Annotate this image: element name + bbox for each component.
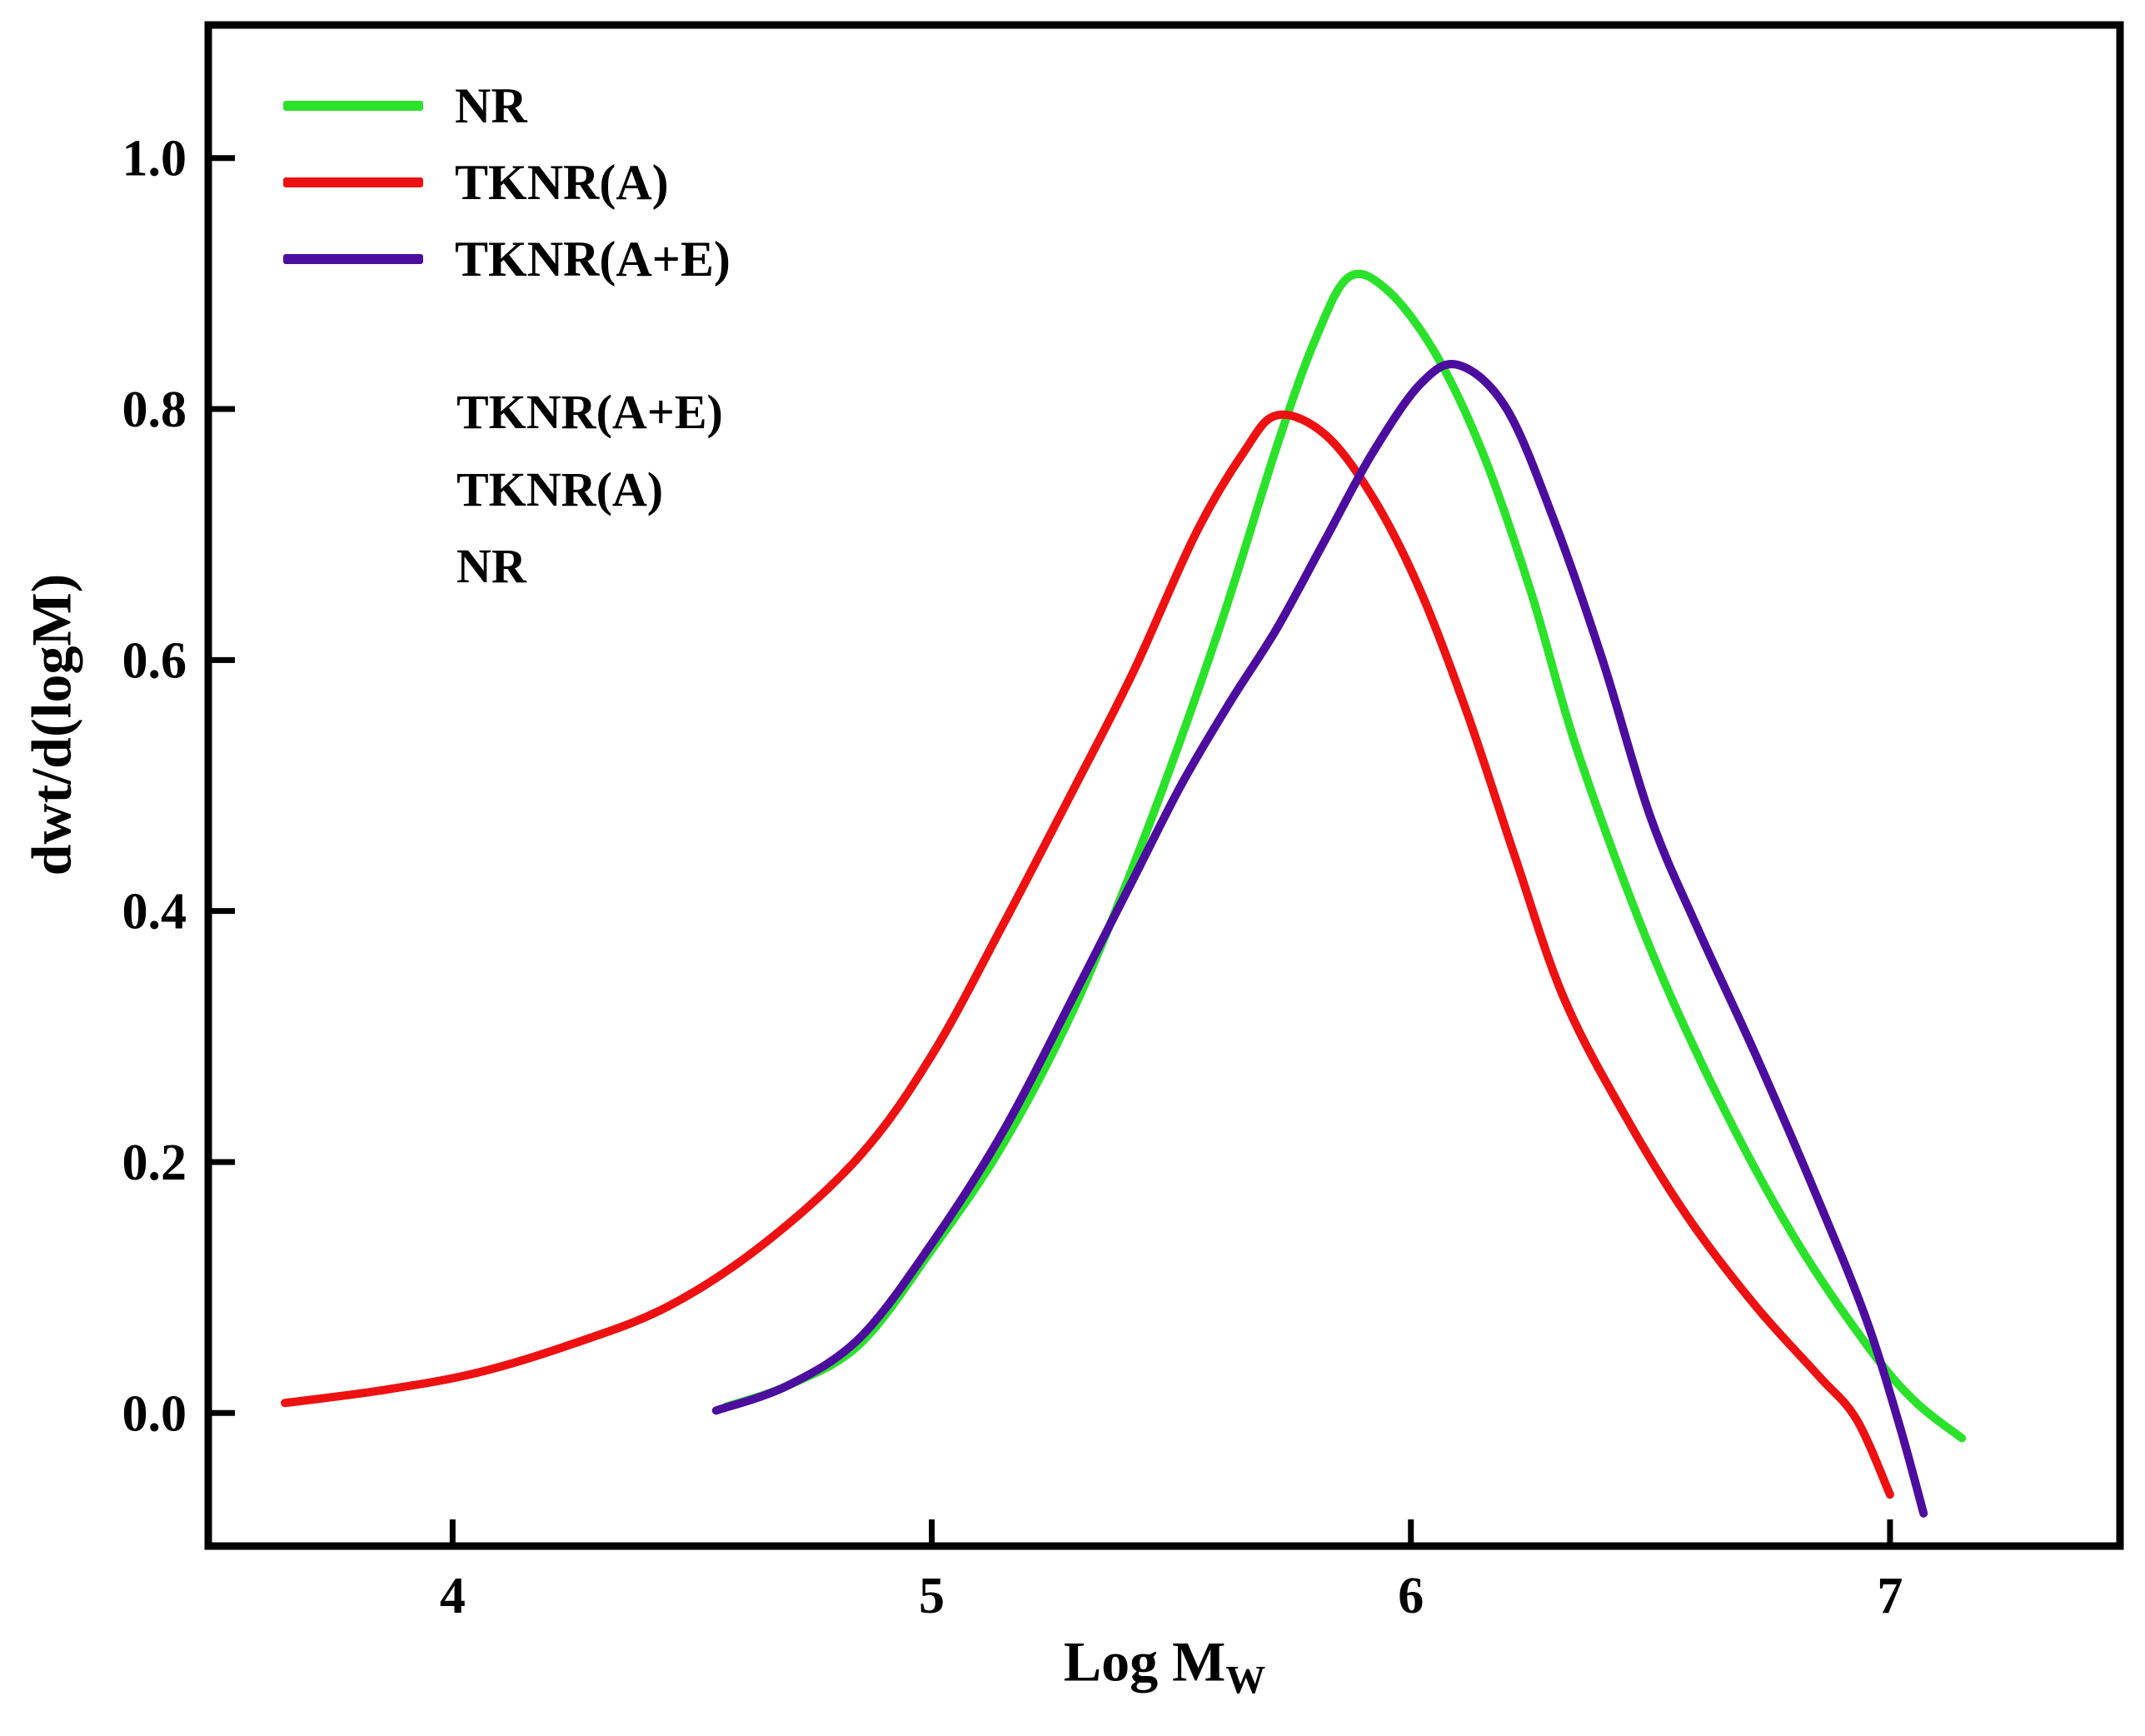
x-axis-tick-label: 4 — [440, 1568, 466, 1624]
legend-item-tknr-a: TKNR(A) — [283, 156, 731, 209]
legend-line-swatch-nr — [283, 101, 423, 111]
legend-line-swatch-tknr-a — [283, 177, 423, 187]
curve-nr — [721, 269, 1967, 1443]
y-axis-tick-label: 0.0 — [122, 1385, 187, 1442]
legend-label-tknr-a: TKNR(A) — [455, 155, 669, 210]
legend-item-nr: NR — [283, 79, 731, 132]
y-axis-tick-label: 0.4 — [122, 884, 187, 940]
x-axis-label: Log MW — [1064, 1629, 1266, 1704]
y-axis-tick-label: 1.0 — [122, 131, 187, 187]
x-axis-tick-label: 5 — [919, 1568, 945, 1624]
x-axis-tick-label: 6 — [1398, 1568, 1424, 1624]
annotation-nr: NR — [456, 539, 526, 594]
annotation-tknr-a-e: TKNR(A+E) — [456, 385, 723, 439]
x-axis-label-main: Log M — [1063, 1629, 1226, 1694]
legend-line-swatch-tknr-a-e — [283, 254, 423, 264]
y-axis-tick-label: 0.2 — [122, 1135, 187, 1191]
annotation-block: TKNR(A+E) TKNR(A) NR — [456, 385, 723, 595]
legend-label-nr: NR — [455, 78, 527, 133]
legend-item-tknr-a-e: TKNR(A+E) — [283, 232, 731, 286]
legend: NR TKNR(A) TKNR(A+E) — [283, 79, 731, 286]
curve-tknr-a — [281, 410, 1894, 1499]
y-axis-tick-label: 0.6 — [122, 632, 187, 689]
annotation-tknr-a: TKNR(A) — [456, 461, 664, 516]
curve-tknr-a-e — [711, 360, 1928, 1518]
y-axis-label: dwt/d(logM) — [19, 573, 83, 876]
x-axis-tick-label: 7 — [1877, 1568, 1903, 1624]
legend-label-tknr-a-e: TKNR(A+E) — [455, 232, 731, 287]
y-axis-tick-label: 0.8 — [122, 382, 187, 438]
x-axis-label-subscript: W — [1225, 1658, 1266, 1703]
plot-frame — [204, 21, 2124, 1550]
